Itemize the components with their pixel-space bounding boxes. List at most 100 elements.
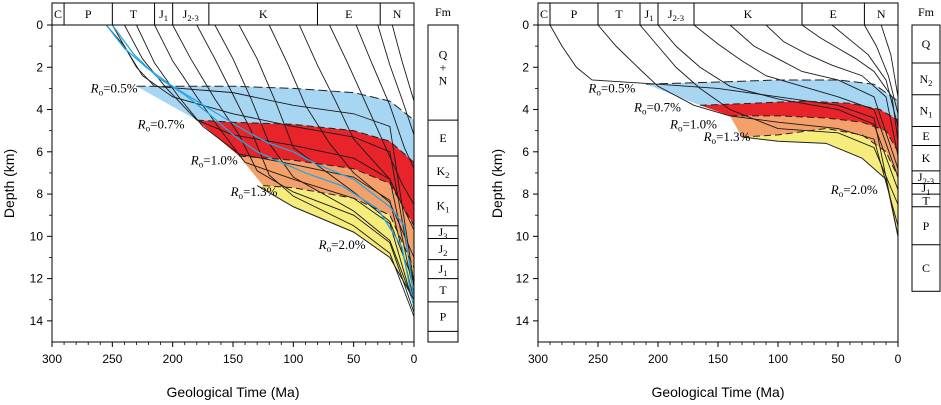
y-axis-title: Depth (km): [489, 149, 505, 218]
period-label-j2-3: J2‐3: [183, 7, 199, 23]
burial-curve-1: [111, 25, 414, 288]
y-axis-title: Depth (km): [1, 149, 17, 218]
period-label-j1: J1: [159, 7, 168, 23]
fm-unit-label: J3: [439, 225, 448, 241]
x-tick-label: 50: [831, 352, 845, 366]
fm-unit-label: K: [922, 151, 931, 165]
x-tick-label: 0: [895, 352, 902, 366]
y-tick-label: 12: [516, 272, 530, 286]
fm-unit-label: K2: [437, 164, 450, 180]
fm-header: Fm: [435, 5, 452, 19]
y-tick-label: 8: [522, 187, 529, 201]
fm-unit-label: J2: [439, 242, 448, 258]
x-axis-title: Geological Time (Ma): [651, 384, 784, 400]
x-tick-label: 300: [42, 352, 62, 366]
fm-unit-label: K1: [437, 199, 450, 215]
fm-unit-label: E: [439, 131, 446, 145]
period-label-c: C: [540, 7, 548, 21]
period-label-e: E: [345, 7, 352, 21]
blue-burial-curve-1: [111, 25, 414, 309]
ro-isoline-2: [730, 115, 898, 153]
x-tick-label: 0: [411, 352, 418, 366]
fm-unit-label: N2: [920, 72, 933, 88]
period-label-j2-3: J2‐3: [668, 7, 684, 23]
ro-label-3: Ro=1.3%: [703, 129, 751, 146]
burial-curve-4: [154, 25, 414, 307]
ro-isoline-2-0: [256, 185, 414, 300]
ro-isoline-2: [238, 155, 414, 227]
x-tick-label: 250: [588, 352, 608, 366]
formation-column: [427, 24, 459, 343]
burial-curve-10: [880, 25, 898, 97]
x-tick-label: 200: [648, 352, 668, 366]
ro-label-0: Ro=0.5%: [587, 80, 635, 97]
y-tick-label: 10: [30, 229, 44, 243]
burial-curve-8: [238, 25, 414, 283]
period-label-p: P: [571, 7, 578, 21]
ro-label-1: Ro=0.7%: [137, 116, 185, 133]
ro-zone-0: [646, 79, 898, 121]
ro-zone-3: [257, 185, 414, 300]
fm-unit-label: N1: [920, 104, 933, 120]
x-tick-label: 200: [163, 352, 183, 366]
burial-curve-13: [377, 25, 414, 136]
ro-zone-2: [239, 156, 414, 269]
x-tick-label: 150: [708, 352, 728, 366]
burial-curve-2: [639, 25, 898, 205]
ro-label-4: Ro=2.0%: [318, 237, 366, 254]
burial-curve-9: [268, 25, 414, 258]
y-tick-label: 8: [36, 187, 43, 201]
period-label-e: E: [830, 7, 837, 21]
burial-curve-9: [864, 25, 898, 114]
y-tick-label: 4: [36, 103, 43, 117]
ro-isoline-0: [136, 85, 414, 121]
fm-unit-label: P: [440, 310, 447, 324]
ro-zone-3: [742, 128, 898, 237]
ro-label-1: Ro=0.7%: [633, 99, 681, 116]
burial-curve-14: [391, 25, 414, 102]
y-tick-label: 0: [36, 18, 43, 32]
fm-unit-label: T: [439, 283, 447, 297]
fm-unit-label: P: [923, 219, 930, 233]
period-band: [51, 2, 415, 26]
ro-label-0: Ro=0.5%: [90, 80, 138, 97]
burial-curve-10: [298, 25, 414, 231]
fm-header: Fm: [918, 5, 935, 19]
burial-curve-12: [355, 25, 414, 169]
burial-curve-6: [765, 25, 898, 157]
x-tick-label: 300: [528, 352, 548, 366]
y-tick-label: 14: [516, 314, 530, 328]
y-tick-label: 10: [516, 229, 530, 243]
ro-isoline-2-0: [741, 136, 898, 237]
formation-column: [911, 24, 941, 292]
ro-zone-2: [730, 115, 898, 178]
burial-curve-7: [214, 25, 414, 305]
period-label-p: P: [85, 7, 92, 21]
period-band: [537, 2, 899, 26]
fm-unit-label: Q + N: [439, 48, 448, 88]
period-label-n: N: [877, 7, 886, 21]
ro-label-2: Ro=1.0%: [190, 152, 238, 169]
x-tick-label: 100: [283, 352, 303, 366]
burial-curve-5: [172, 25, 414, 313]
ro-zone-0: [136, 86, 414, 163]
y-tick-label: 0: [522, 18, 529, 32]
y-tick-label: 14: [30, 314, 44, 328]
period-label-j1: J1: [645, 7, 654, 23]
period-label-t: T: [615, 7, 623, 21]
ro-isoline-1: [196, 119, 414, 163]
ro-isoline-0: [645, 79, 898, 102]
ro-isoline-3: [741, 128, 898, 178]
y-tick-label: 4: [522, 103, 529, 117]
ro-label-2: Ro=1.0%: [669, 116, 717, 133]
period-label-k: K: [259, 7, 268, 21]
x-axis-title: Geological Time (Ma): [166, 384, 299, 400]
fm-unit-label: T: [922, 193, 930, 207]
x-tick-label: 250: [102, 352, 122, 366]
period-label-t: T: [130, 7, 138, 21]
y-tick-label: 2: [522, 60, 529, 74]
y-tick-label: 12: [30, 272, 44, 286]
